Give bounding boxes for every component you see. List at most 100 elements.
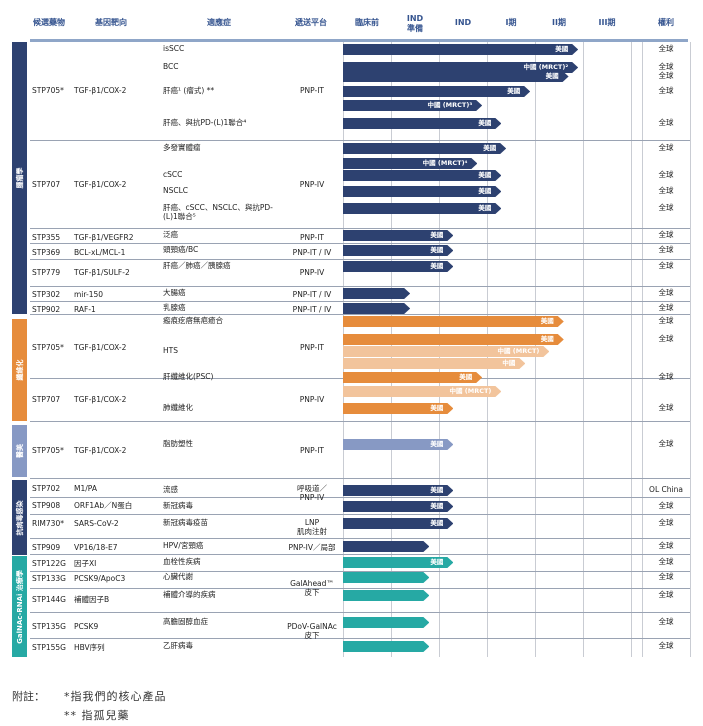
- indication: 流感: [163, 485, 178, 494]
- group-separator: [30, 140, 690, 141]
- progress-bar: [343, 541, 429, 552]
- progress-bar: 美國: [343, 245, 453, 256]
- drug-name: STP135G: [32, 622, 66, 631]
- gene-target: TGF-β1/SULF-2: [74, 268, 130, 277]
- indication: 脂肪塑性: [163, 439, 193, 448]
- delivery-platform: PNP-IT: [300, 233, 324, 242]
- progress-bar: 美國: [343, 86, 530, 97]
- header-rule: [30, 39, 688, 42]
- progress-bar: 中國 (MRCT)²: [343, 62, 578, 73]
- rights-value: 全球: [658, 572, 674, 581]
- rights-value: 全球: [658, 518, 674, 527]
- indication: 乳腺癌: [163, 303, 186, 312]
- category-label: 抗病毒感染: [15, 500, 24, 535]
- delivery-platform: PNP-IT / IV: [292, 305, 332, 314]
- rights-value: 全球: [658, 71, 674, 80]
- indication: 肝纖維化(PSC): [163, 372, 214, 381]
- category-band-tumor: 腫瘤學: [12, 42, 27, 314]
- bar-region-label: 美國: [430, 558, 444, 566]
- stage-divider: [642, 42, 643, 657]
- header-ind-prep: IND 準備: [406, 14, 424, 33]
- group-separator: [30, 638, 690, 639]
- drug-name: STP707: [32, 180, 61, 189]
- drug-name: STP155G: [32, 643, 66, 652]
- rights-value: 全球: [658, 372, 674, 381]
- bar-region-label: 美國: [430, 231, 444, 239]
- progress-bar: 美國: [343, 118, 501, 129]
- delivery-platform: PNP-IT: [300, 343, 324, 352]
- rights-value: 全球: [658, 590, 674, 599]
- rights-value: 全球: [658, 439, 674, 448]
- gene-target: M1/PA: [74, 484, 97, 493]
- gene-target: mir-150: [74, 290, 104, 299]
- rights-value: 全球: [658, 641, 674, 650]
- rights-value: 全球: [658, 261, 674, 270]
- footnote-label: 附註：: [12, 690, 45, 703]
- rights-value: 全球: [658, 186, 674, 195]
- indication: 頭頸癌/BC: [163, 245, 199, 254]
- drug-name: STP779: [32, 268, 61, 277]
- rights-value: OL China: [649, 485, 683, 494]
- group-separator: [30, 588, 690, 589]
- bar-region-label: 美國: [545, 72, 559, 80]
- category-label: 醫美: [15, 444, 24, 458]
- bar-region-label: 中國: [502, 359, 516, 367]
- indication: 大腸癌: [163, 288, 186, 297]
- delivery-platform: GalAhead™ 皮下: [290, 579, 334, 597]
- category-label: GalNAc-RNAi 治療學: [15, 569, 24, 644]
- footnote-orphan-drug: ** 指孤兒藥: [64, 709, 130, 722]
- rights-value: 全球: [658, 170, 674, 179]
- gene-target: SARS-CoV-2: [74, 519, 119, 528]
- bar-region-label: 美國: [430, 262, 444, 270]
- rights-value: 全球: [658, 203, 674, 212]
- bar-region-label: 中國 (MRCT): [449, 387, 492, 395]
- stage-divider: [690, 42, 691, 657]
- rights-value: 全球: [658, 245, 674, 254]
- bar-region-label: 中國 (MRCT)⁴: [422, 159, 468, 167]
- indication: 心臟代謝: [163, 572, 193, 581]
- header-indication: 適應症: [207, 18, 231, 27]
- group-separator: [30, 538, 690, 539]
- rights-value: 全球: [658, 403, 674, 412]
- progress-bar: 美國: [343, 372, 482, 383]
- bar-region-label: 美國: [478, 119, 492, 127]
- bar-region-label: 美國: [459, 373, 473, 381]
- drug-name: STP707: [32, 395, 61, 404]
- header-phase3: III期: [598, 18, 616, 27]
- rights-value: 全球: [658, 230, 674, 239]
- rights-value: 全球: [658, 118, 674, 127]
- progress-bar: 美國: [343, 261, 453, 272]
- indication: 肺纖維化: [163, 403, 193, 412]
- rights-value: 全球: [658, 288, 674, 297]
- progress-bar: 美國: [343, 557, 453, 568]
- group-separator: [30, 478, 690, 479]
- header-drug: 候選藥物: [33, 18, 65, 27]
- progress-bar: [343, 572, 429, 583]
- progress-bar: 美國: [343, 518, 453, 529]
- indication: 肝癌、cSCC、NSCLC、與抗PD-(L)1聯合⁵: [163, 203, 273, 221]
- category-band-fat: 醫美: [12, 425, 27, 477]
- progress-bar: 美國: [343, 439, 453, 450]
- header-target: 基因靶向: [95, 18, 127, 27]
- indication: HTS: [163, 346, 178, 355]
- group-separator: [30, 497, 690, 498]
- delivery-platform: LNP 肌肉注射: [297, 518, 327, 536]
- bar-region-label: 美國: [483, 144, 497, 152]
- indication: 補體介導的疾病: [163, 590, 216, 599]
- progress-bar: 美國: [343, 170, 501, 181]
- drug-name: STP902: [32, 305, 61, 314]
- indication: 多發實體瘤: [163, 143, 201, 152]
- bar-region-label: 中國 (MRCT): [497, 347, 540, 355]
- group-separator: [30, 314, 690, 315]
- progress-bar: [343, 590, 429, 601]
- progress-bar: 中國: [343, 358, 525, 369]
- bar-region-label: 美國: [430, 502, 444, 510]
- indication: 瘢痕疙瘩無疤癒合: [163, 316, 223, 325]
- gene-target: TGF-β1/VEGFR2: [74, 233, 134, 242]
- progress-bar: 美國: [343, 230, 453, 241]
- gene-target: 因子XI: [74, 559, 97, 568]
- progress-bar: 美國: [343, 143, 506, 154]
- indication: HPV/宮頸癌: [163, 541, 204, 550]
- category-label: 腫瘤學: [15, 167, 24, 189]
- rights-value: 全球: [658, 617, 674, 626]
